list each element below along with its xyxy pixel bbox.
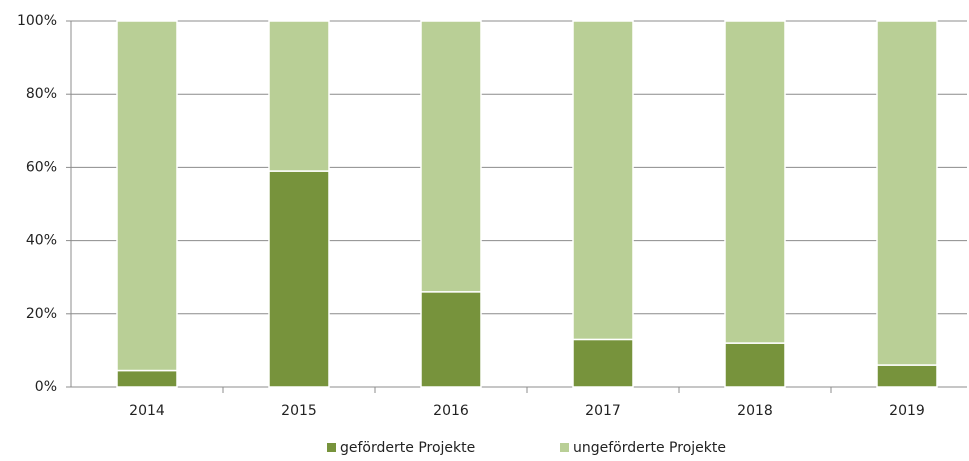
bar-segment [420, 20, 482, 293]
bar-segment [724, 20, 786, 344]
y-tick-label: 40% [26, 233, 57, 249]
bar-segment [876, 364, 938, 388]
legend-swatch [327, 443, 336, 452]
bar-segment [116, 369, 178, 388]
x-tick-label: 2014 [129, 403, 165, 419]
x-tick-label: 2018 [737, 403, 773, 419]
bar-segment [876, 20, 938, 366]
y-tick-label: 20% [26, 306, 57, 322]
y-tick-label: 100% [17, 13, 57, 29]
bar-segment [268, 20, 330, 172]
legend-swatch [560, 443, 569, 452]
x-tick-label: 2017 [585, 403, 621, 419]
y-tick-label: 80% [26, 86, 57, 102]
bar-segment [116, 20, 178, 372]
y-tick-label: 0% [35, 379, 57, 395]
x-tick-label: 2016 [433, 403, 469, 419]
legend-label: geförderte Projekte [340, 440, 475, 456]
bar-segment [572, 20, 634, 341]
x-tick-label: 2015 [281, 403, 317, 419]
bar-segment [420, 291, 482, 388]
bar-segment [572, 338, 634, 388]
legend-label: ungeförderte Projekte [573, 440, 726, 456]
bar-segment [724, 342, 786, 388]
y-tick-label: 60% [26, 159, 57, 175]
bar-segment [268, 170, 330, 388]
x-tick-label: 2019 [889, 403, 925, 419]
